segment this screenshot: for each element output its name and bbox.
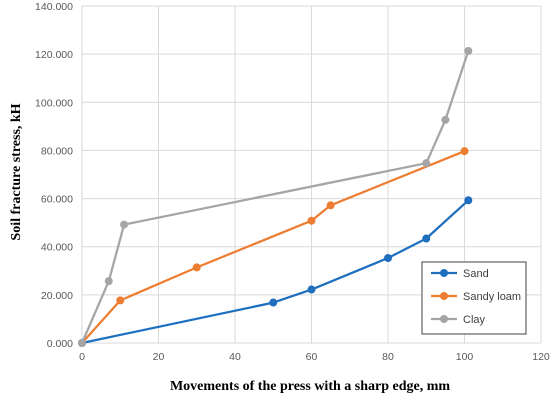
legend-marker-clay [440,315,448,323]
legend-label-clay: Clay [463,314,486,326]
legend: Sand Sandy loam Clay [421,261,527,335]
x-tick-label: 120 [532,351,550,363]
data-point-sand [422,234,431,243]
legend-label-sandy-loam: Sandy loam [463,291,521,303]
x-tick-label: 40 [229,351,241,363]
x-tick-label: 20 [153,351,165,363]
y-tick-label: 100.000 [35,97,73,109]
data-point-sand [307,285,316,294]
data-point-sand [464,196,473,205]
axes [81,6,541,344]
data-point-sand [269,298,278,307]
legend-label-sand: Sand [463,268,489,280]
x-tick-label: 100 [456,351,474,363]
data-point-sandy-loam [192,263,201,272]
data-point-sandy-loam [307,216,316,225]
y-tick-label: 0.000 [47,338,73,350]
series-sand [78,196,473,347]
data-point-clay [78,339,86,347]
data-point-clay [422,159,431,168]
x-axis-title: Movements of the press with a sharp edge… [170,379,450,394]
y-tick-label: 40.000 [41,242,73,254]
legend-marker-sandy-loam [440,292,448,300]
data-point-sandy-loam [460,147,469,156]
data-point-sandy-loam [326,201,335,210]
y-tick-label: 20.000 [41,290,73,302]
series-line-sand [81,199,470,345]
series-line-sandy-loam [81,150,465,344]
x-tick-labels: 0 20 40 60 80 100 120 [79,351,550,363]
x-tick-label: 80 [382,351,394,363]
x-tick-label: 60 [306,351,318,363]
y-tick-label: 80.000 [41,145,73,157]
data-point-clay [441,115,450,124]
series-layer [78,47,473,347]
y-tick-label: 120.000 [35,49,73,61]
y-tick-label: 140.000 [35,1,73,13]
x-tick-label: 0 [79,351,85,363]
data-point-sand [384,254,392,263]
y-tick-labels: 0.000 20.000 40.000 60.000 80.000 100.000 120.… [35,1,73,350]
data-point-clay [120,220,129,229]
y-tick-label: 60.000 [41,194,73,206]
data-point-clay [464,47,473,56]
series-clay [78,47,473,347]
y-axis-title: Soil fracture stress, kH [9,103,24,240]
series-line-clay [80,50,470,344]
legend-marker-sand [440,269,448,277]
data-point-clay [104,277,113,286]
data-point-sandy-loam [116,296,125,305]
